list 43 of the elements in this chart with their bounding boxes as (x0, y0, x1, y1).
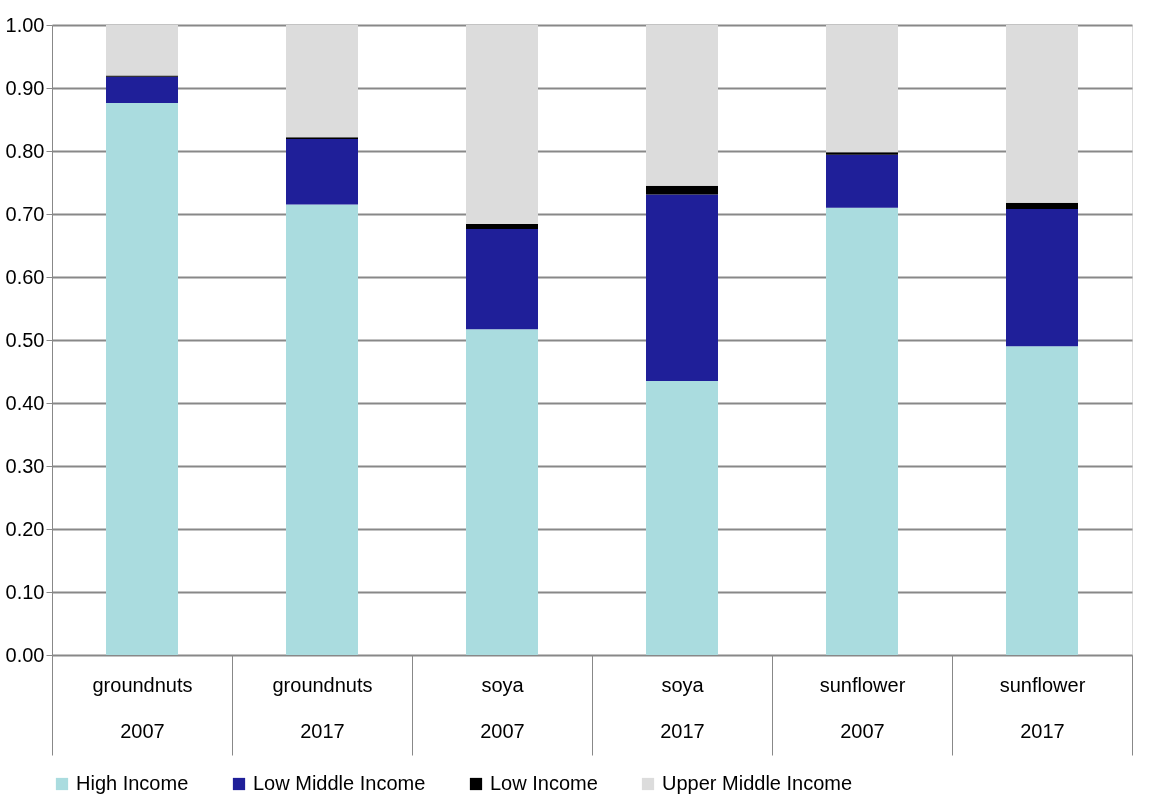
legend-label: High Income (76, 772, 189, 794)
bar (286, 204, 358, 655)
category-label: soya 2007 (480, 673, 525, 742)
bar (466, 229, 538, 330)
bar (826, 25, 898, 153)
y-tick-label: 0.50 (5, 328, 45, 351)
bar (1006, 25, 1078, 203)
category-label: sunflower 2007 (819, 673, 906, 742)
legend-label: Low Middle Income (253, 772, 426, 794)
bar (646, 380, 718, 655)
bar (826, 152, 898, 155)
bar (1006, 208, 1078, 347)
bar (106, 103, 178, 655)
bar (286, 25, 358, 138)
legend-label: Low Income (490, 772, 598, 794)
bar (826, 154, 898, 208)
y-tick-label: 0.10 (5, 580, 45, 603)
category-label: soya 2017 (660, 673, 705, 742)
category-label: sunflower 2017 (999, 673, 1086, 742)
bar (106, 25, 178, 76)
y-tick-label: 1.00 (5, 13, 45, 36)
y-tick-label: 0.30 (5, 454, 45, 477)
y-tick-label: 0.70 (5, 202, 45, 225)
y-tick-label: 0.60 (5, 265, 45, 288)
legend-label: Upper Middle Income (662, 772, 853, 794)
y-tick-label: 0.40 (5, 391, 45, 414)
bar (826, 207, 898, 655)
y-tick-label: 0.90 (5, 76, 45, 99)
y-tick-label: 0.80 (5, 139, 45, 162)
bar (1006, 346, 1078, 655)
bar (646, 194, 718, 381)
bar (1006, 202, 1078, 209)
y-tick-label: 0.00 (5, 643, 45, 666)
bar (646, 185, 718, 195)
category-label: groundnuts 2017 (272, 673, 373, 742)
y-tick-label: 0.20 (5, 517, 45, 540)
bar (286, 139, 358, 205)
bar (646, 25, 718, 186)
bar (466, 224, 538, 230)
category-label: groundnuts 2007 (92, 673, 193, 742)
bar (466, 25, 538, 225)
bar (466, 329, 538, 655)
bar (106, 76, 178, 104)
